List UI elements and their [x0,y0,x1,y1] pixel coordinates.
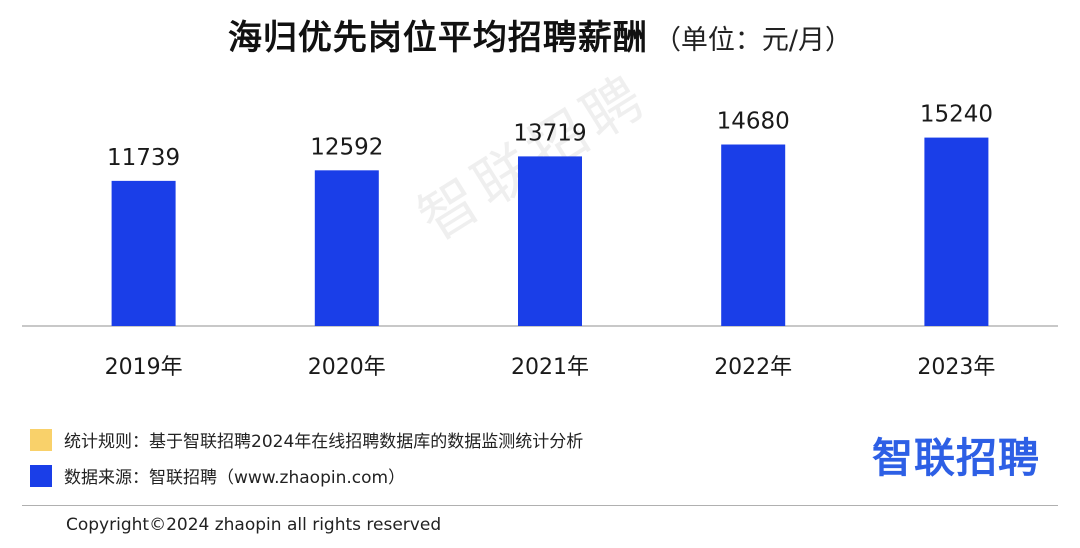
chart-title: 海归优先岗位平均招聘薪酬 [227,18,648,58]
legend-swatch-blue [30,464,52,487]
bar [111,180,176,326]
bar-value-label: 13719 [513,120,586,146]
copyright-text: Copyright©2024 zhaopin all rights reserv… [66,515,442,535]
legend-swatch-yellow [30,428,52,451]
zhaopin-logo: 智联招聘 [872,434,1040,482]
x-tick-label: 2022年 [714,355,792,380]
chart-unit: （单位：元/月） [653,25,853,56]
legend-item-source: 数据来源：智联招聘（www.zhaopin.com） [30,463,405,488]
bar-value-label: 15240 [920,102,993,128]
legend-label-source: 数据来源：智联招聘（www.zhaopin.com） [64,468,406,488]
chart-title-row: 海归优先岗位平均招聘薪酬 （单位：元/月） [0,10,1080,59]
footer-divider [22,505,1058,506]
bar-value-label: 12592 [310,134,383,160]
bar [518,156,582,326]
bar-chart: 11739 2019年 12592 2020年 13719 2021年 14680 2022年… [22,102,1058,380]
bar-value-label: 11739 [107,145,180,171]
x-tick-label: 2020年 [308,355,386,380]
bar-value-label: 14680 [717,109,790,135]
x-tick-label: 2019年 [105,355,183,380]
legend-item-rule: 统计规则：基于智联招聘2024年在线招聘数据库的数据监测统计分析 [30,427,583,452]
x-tick-label: 2021年 [511,355,589,380]
bar [314,170,379,326]
x-tick-label: 2023年 [917,355,995,380]
legend-label-rule: 统计规则：基于智联招聘2024年在线招聘数据库的数据监测统计分析 [64,432,584,452]
bar [924,137,989,326]
bar [721,144,786,326]
